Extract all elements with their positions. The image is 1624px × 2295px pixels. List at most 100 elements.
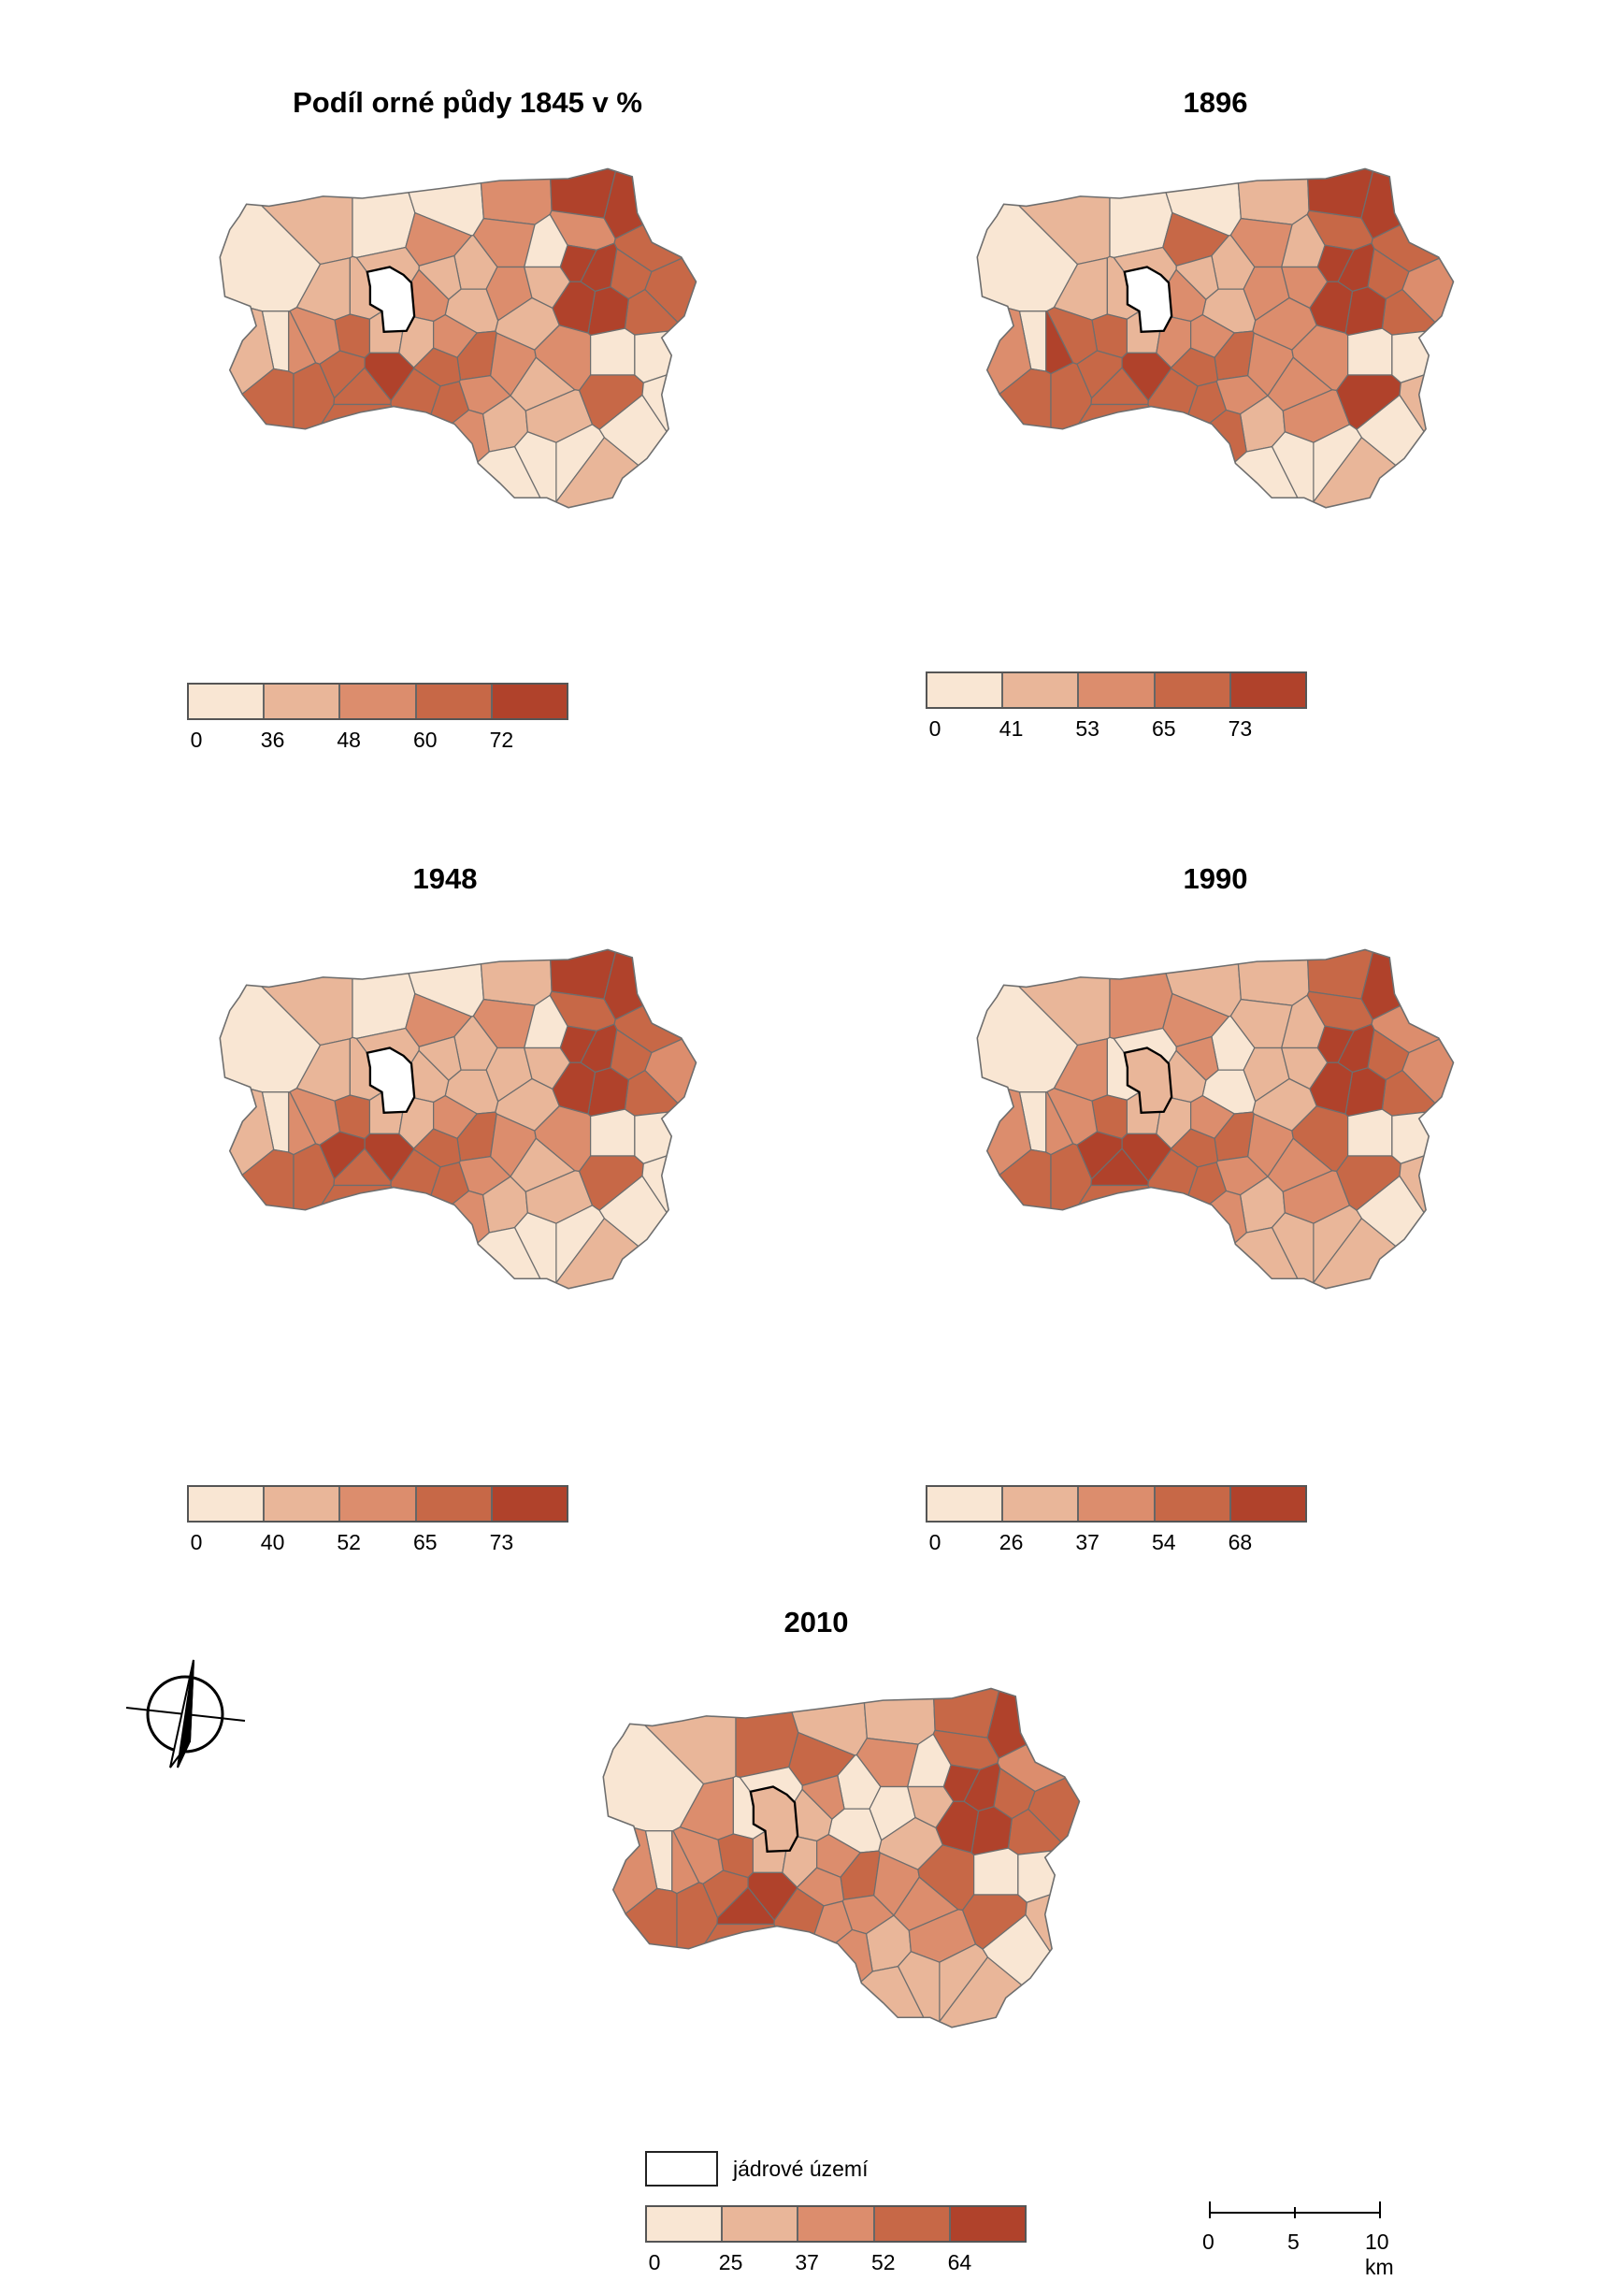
- legend-break-label: 37: [1075, 1530, 1099, 1554]
- legend-swatch-0: [189, 1487, 266, 1521]
- legend-1896: 0 41 53 65 73: [926, 671, 1307, 743]
- legend-break-label: 37: [795, 2250, 819, 2274]
- municipality-area: [1360, 949, 1454, 1020]
- legend-swatch-4: [492, 685, 568, 718]
- legend-swatch-1: [265, 685, 341, 718]
- map-1990: [976, 948, 1455, 1290]
- legend-break-label: 68: [1228, 1530, 1253, 1554]
- municipality-area: [972, 1847, 1019, 1896]
- legend-swatch-1: [723, 2207, 799, 2241]
- map-title-1948: 1948: [412, 862, 478, 895]
- municipality-area: [1307, 436, 1454, 508]
- legend-swatch-2: [1079, 1487, 1156, 1521]
- municipality-area: [977, 1184, 1171, 1289]
- core-area-swatch: [645, 2151, 718, 2187]
- legend-swatch-0: [647, 2207, 724, 2241]
- municipality-area: [933, 1956, 1080, 2028]
- municipality-area: [477, 168, 553, 225]
- map-title-1896: 1896: [1183, 86, 1248, 119]
- legend-swatch-4: [492, 1487, 568, 1521]
- core-area-legend: jádrové území: [645, 2151, 868, 2187]
- municipality-area: [418, 1035, 462, 1081]
- municipality-area: [1346, 327, 1393, 376]
- legend-swatch-2: [340, 1487, 417, 1521]
- legend-swatch-3: [1155, 673, 1231, 707]
- municipality-area: [1175, 254, 1219, 300]
- core-area: [366, 1046, 416, 1115]
- legend-break-label: 0: [190, 1530, 203, 1554]
- municipality-area: [220, 403, 414, 508]
- legend-swatch-4: [1230, 1487, 1306, 1521]
- region-boundary: [219, 167, 697, 509]
- municipality-area: [477, 949, 553, 1006]
- map-title-1845: Podíl orné půdy 1845 v %: [293, 86, 642, 119]
- legend-swatch-1: [265, 1487, 341, 1521]
- municipality-area: [789, 1928, 873, 2028]
- municipality-area: [1346, 1108, 1393, 1157]
- municipality-area: [1017, 1848, 1080, 1903]
- legend-break-label: 36: [260, 728, 285, 752]
- legend-break-label: 26: [999, 1530, 1024, 1554]
- legend-break-label: 52: [871, 2250, 896, 2274]
- municipality-area: [1391, 1109, 1454, 1164]
- municipality-area: [735, 1688, 799, 1779]
- municipality-area: [418, 254, 462, 300]
- municipality-area: [1399, 1125, 1454, 1289]
- municipality-area: [860, 1688, 936, 1745]
- municipality-area: [1110, 445, 1310, 508]
- municipality-area: [603, 949, 697, 1020]
- scale-label-10km: 10 km: [1365, 2230, 1394, 2279]
- scale-bar-line: [1209, 2201, 1381, 2218]
- legend-break-label: 0: [190, 728, 203, 752]
- legend-break-label: 0: [928, 1530, 941, 1554]
- legend-swatch-1: [1003, 1487, 1080, 1521]
- legend-break-label: 54: [1152, 1530, 1176, 1554]
- municipality-area: [406, 409, 490, 508]
- municipality-area: [1360, 168, 1454, 239]
- core-area: [1123, 266, 1173, 334]
- municipality-area: [1163, 1190, 1247, 1289]
- legend-break-label: 52: [337, 1530, 361, 1554]
- municipality-area: [977, 1148, 1052, 1289]
- region-boundary: [976, 167, 1455, 509]
- municipality-area: [1109, 949, 1173, 1040]
- municipality-area: [1175, 1035, 1219, 1081]
- core-area: [749, 1785, 799, 1854]
- region-boundary: [219, 948, 697, 1290]
- municipality-area: [1110, 1226, 1310, 1289]
- legend-swatch-2: [340, 685, 417, 718]
- legend-2010: 0 25 37 52 64: [645, 2205, 1027, 2276]
- legend-1948: 0 40 52 65 73: [187, 1485, 568, 1556]
- region-boundary: [976, 948, 1455, 1290]
- map-1948: [219, 948, 697, 1290]
- municipality-area: [603, 1923, 798, 2028]
- municipality-area: [801, 1774, 845, 1820]
- legend-swatch-3: [874, 2207, 951, 2241]
- municipality-area: [550, 1217, 697, 1289]
- municipality-area: [641, 1125, 697, 1289]
- legend-break-label: 41: [999, 716, 1024, 741]
- municipality-area: [1234, 949, 1310, 1006]
- legend-break-label: 40: [260, 1530, 285, 1554]
- municipality-area: [589, 327, 636, 376]
- legend-break-label: 65: [1152, 716, 1176, 741]
- legend-swatch-0: [189, 685, 266, 718]
- municipality-area: [1391, 328, 1454, 383]
- north-arrow-icon: [125, 1659, 246, 1768]
- municipality-area: [1163, 409, 1247, 508]
- municipality-area: [1307, 1217, 1454, 1289]
- legend-break-label: 65: [413, 1530, 438, 1554]
- legend-swatch-0: [927, 673, 1004, 707]
- municipality-area: [1399, 344, 1454, 508]
- municipality-area: [352, 949, 416, 1040]
- municipality-area: [977, 403, 1171, 508]
- legend-break-label: 25: [718, 2250, 743, 2274]
- legend-swatch-4: [950, 2207, 1026, 2241]
- municipality-area: [603, 1887, 678, 2028]
- legend-swatch-4: [1230, 673, 1306, 707]
- legend-swatch-2: [798, 2207, 875, 2241]
- municipality-area: [641, 344, 697, 508]
- municipality-area: [589, 1108, 636, 1157]
- legend-break-label: 72: [489, 728, 514, 752]
- legend-break-label: 53: [1075, 716, 1099, 741]
